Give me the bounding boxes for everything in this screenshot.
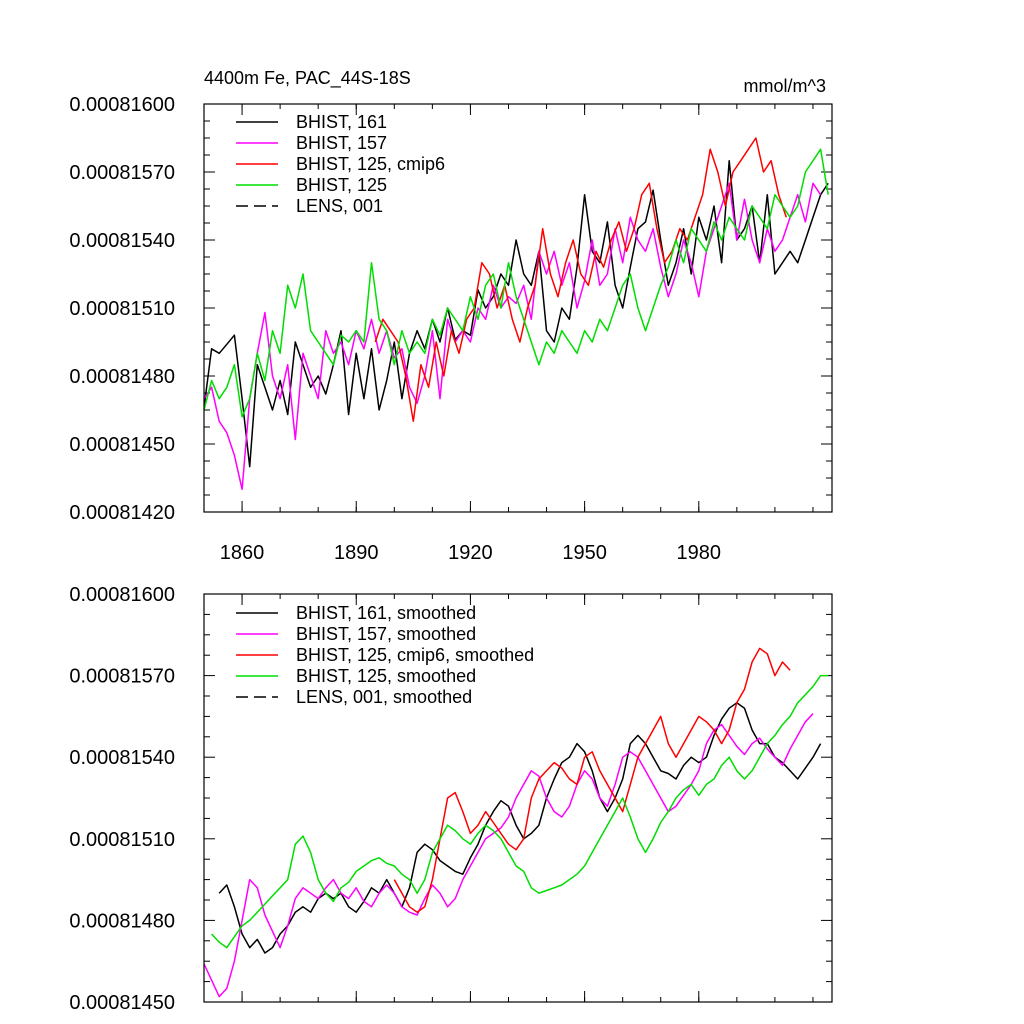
series-line-1: [218, 702, 822, 954]
y-tick-label: 0.00081570: [69, 666, 175, 688]
y-tick-label: 0.00081540: [69, 747, 175, 769]
y-tick-label: 0.00081450: [69, 434, 175, 456]
panel-1-title: 4400m Fe, PAC_44S-18S: [204, 68, 411, 89]
y-tick-label: 0.00081450: [69, 992, 175, 1014]
legend-label: BHIST, 157, smoothed: [296, 624, 476, 644]
plot-frame: [203, 103, 833, 513]
panel-1: 4400m Fe, PAC_44S-18S mmol/m^3 0.00081420 0…: [69, 68, 833, 564]
x-tick-label: 1950: [562, 542, 607, 564]
series-line-4: [211, 674, 829, 949]
x-tick-label: 1980: [677, 542, 722, 564]
legend-label: BHIST, 125, smoothed: [296, 666, 476, 686]
x-tick-label: 1890: [334, 542, 379, 564]
series-line-1: [204, 159, 829, 468]
series-group: [204, 137, 829, 491]
series-line-3: [393, 647, 791, 913]
y-tick-label: 0.00081480: [69, 910, 175, 932]
y-tick-label: 0.00081420: [69, 502, 175, 524]
legend-label: BHIST, 125: [296, 175, 387, 195]
series-line-2: [204, 713, 814, 998]
legend-label: LENS, 001: [296, 196, 383, 216]
legend-label: LENS, 001, smoothed: [296, 687, 472, 707]
legend-label: BHIST, 157: [296, 133, 387, 153]
y-tick-label: 0.00081600: [69, 94, 175, 116]
y-tick-label: 0.00081510: [69, 298, 175, 320]
legend-label: BHIST, 125, cmip6, smoothed: [296, 645, 534, 665]
panel-2: 0.00081450 0.00081480 0.00081510 0.00081540…: [69, 584, 833, 1014]
y-tick-label: 0.00081570: [69, 162, 175, 184]
series-line-2: [204, 182, 822, 491]
series-group: [204, 647, 829, 998]
y-tick-label: 0.00081510: [69, 829, 175, 851]
legend-label: BHIST, 161: [296, 112, 387, 132]
series-line-3: [374, 137, 788, 423]
x-tick-label: 1920: [448, 542, 493, 564]
legend-label: BHIST, 125, cmip6: [296, 154, 445, 174]
plot-frame: [203, 593, 833, 1003]
y-tick-label: 0.00081480: [69, 366, 175, 388]
y-tick-label: 0.00081600: [69, 584, 175, 606]
series-line-4: [204, 148, 829, 418]
legend-label: BHIST, 161, smoothed: [296, 603, 476, 623]
x-tick-label: 1860: [220, 542, 265, 564]
y-tick-label: 0.00081540: [69, 230, 175, 252]
panel-1-units: mmol/m^3: [744, 76, 826, 96]
